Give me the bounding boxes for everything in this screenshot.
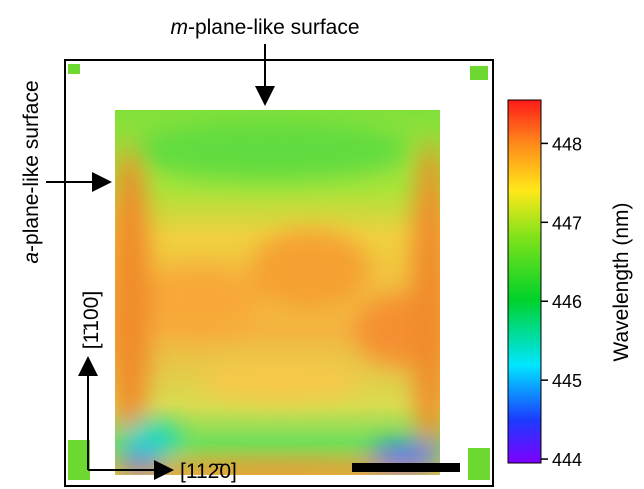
top-label: m-plane-like surface bbox=[170, 16, 359, 39]
tick-label: 448 bbox=[552, 134, 582, 154]
frame bbox=[64, 59, 494, 487]
wavelength-map bbox=[115, 110, 440, 475]
direction-label: [112̄0] bbox=[180, 460, 237, 483]
scale-bar bbox=[352, 463, 460, 472]
tick-label: 447 bbox=[552, 213, 582, 233]
tick-label: 446 bbox=[552, 292, 582, 312]
tick-label: 444 bbox=[552, 450, 582, 470]
tick-label: 445 bbox=[552, 371, 582, 391]
side-label: a-plane-like surface bbox=[20, 80, 43, 263]
edge-specks bbox=[68, 64, 490, 480]
colorbar-label: Wavelength (nm) bbox=[610, 202, 633, 361]
direction-label: [1̄100] bbox=[80, 291, 103, 349]
colorbar bbox=[507, 99, 542, 464]
